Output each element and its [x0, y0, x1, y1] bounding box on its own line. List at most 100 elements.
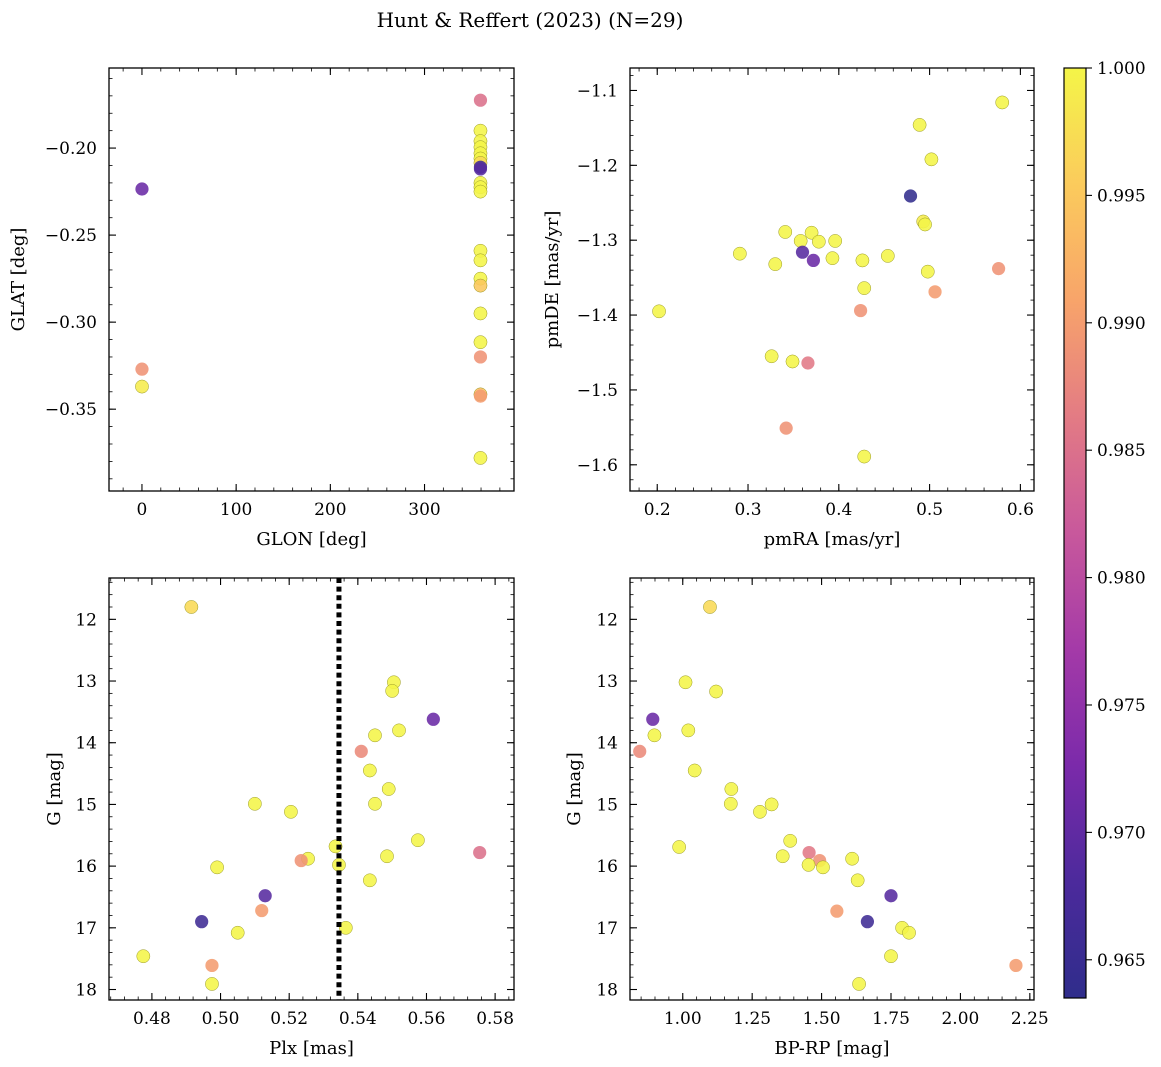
scatter-point — [248, 796, 262, 811]
x-tick-label: 0 — [137, 500, 148, 520]
y-tick-label: 18 — [596, 981, 618, 1001]
scatter-point — [210, 860, 224, 875]
scatter-point — [854, 303, 868, 318]
x-tick-label: 2.25 — [1011, 1009, 1049, 1029]
colorbar-tick-label: 1.000 — [1097, 59, 1146, 79]
y-tick-label: 16 — [596, 857, 618, 877]
scatter-point — [880, 249, 895, 263]
scatter-point — [284, 804, 298, 819]
axes-frame — [108, 67, 515, 492]
y-tick-label: −0.25 — [45, 226, 97, 246]
y-tick-label: 12 — [75, 610, 97, 630]
scatter-point — [778, 225, 793, 239]
scatter-point — [363, 873, 377, 888]
colorbar-tick-label: 0.975 — [1097, 696, 1146, 716]
scatter-point — [924, 152, 939, 167]
scatter-point — [652, 304, 666, 319]
y-axis-label: G [mag] — [564, 752, 585, 825]
y-tick-label: 12 — [596, 610, 618, 630]
y-tick-label: 16 — [75, 857, 97, 877]
scatter-point — [928, 285, 942, 299]
scatter-point — [806, 253, 820, 268]
scatter-point — [920, 264, 935, 279]
scatter-point — [681, 723, 696, 738]
scatter-point — [426, 712, 440, 726]
x-tick-label: 0.48 — [133, 1009, 171, 1029]
x-tick-label: 1.25 — [733, 1009, 771, 1029]
scatter-point — [473, 278, 488, 293]
scatter-point — [902, 925, 916, 940]
scatter-point — [733, 246, 747, 261]
scatter-point — [338, 920, 353, 935]
y-tick-label: −1.1 — [577, 81, 618, 101]
scatter-point — [793, 234, 808, 248]
scatter-point — [753, 804, 767, 819]
x-tick-label: 0.56 — [408, 1009, 446, 1029]
scatter-point — [802, 845, 816, 860]
colorbar-tick-label: 0.995 — [1097, 186, 1146, 206]
scatter-point — [779, 421, 793, 435]
scatter-point — [703, 600, 717, 614]
scatter-point — [205, 958, 219, 973]
y-axis-label: pmDE [mas/yr] — [542, 211, 563, 349]
scatter-point — [723, 796, 738, 811]
scatter-point — [672, 840, 687, 854]
scatter-point — [473, 451, 488, 465]
axes-frame — [629, 577, 1035, 1001]
scatter-point — [473, 162, 488, 176]
scatter-point — [368, 728, 382, 743]
scatter-point — [1009, 958, 1023, 973]
scatter-point — [473, 253, 488, 268]
scatter-point — [768, 257, 783, 271]
scatter-point — [135, 379, 149, 394]
colorbar-tick-label: 0.985 — [1097, 441, 1146, 461]
scatter-point — [795, 245, 810, 259]
y-tick-label: −1.3 — [577, 231, 618, 251]
y-tick-label: −1.6 — [577, 456, 618, 476]
y-tick-label: −1.5 — [577, 381, 618, 401]
scatter-point — [385, 684, 400, 698]
y-tick-label: 14 — [75, 734, 97, 754]
scatter-point — [860, 915, 875, 929]
scatter-point — [381, 782, 396, 796]
y-tick-label: 15 — [75, 795, 97, 815]
scatter-point — [258, 889, 272, 903]
scatter-point — [255, 903, 269, 918]
panel-pmra-pmde: 0.2 0.3 0.4 0.5 0.6 −1.6 −1.5 −1.4 −1.3 −1.2 −1.1 p… — [542, 67, 1035, 550]
scatter-point — [785, 354, 800, 369]
panel-plx-g: 0.48 0.50 0.52 0.54 0.56 0.58 12 13 14 15 16 17 18 Pl… — [44, 577, 515, 1059]
x-tick-label: 0.6 — [1007, 500, 1034, 520]
scatter-point — [991, 262, 1006, 276]
scatter-point — [473, 306, 488, 321]
scatter-point — [995, 95, 1010, 110]
scatter-point — [884, 949, 898, 964]
colorbar-tick-label: 0.970 — [1097, 823, 1146, 843]
scatter-point — [354, 744, 368, 758]
y-tick-label: −1.4 — [577, 306, 618, 326]
y-tick-label: 13 — [75, 672, 97, 692]
y-tick-label: −0.35 — [45, 400, 97, 420]
scatter-point — [328, 839, 343, 854]
scatter-point — [764, 349, 779, 364]
scatter-point — [811, 234, 826, 249]
y-axis-label: GLAT [deg] — [8, 228, 29, 332]
scatter-point — [801, 858, 816, 872]
scatter-point — [647, 728, 662, 743]
figure-title: Hunt & Reffert (2023) (N=29) — [377, 8, 684, 32]
scatter-point — [918, 217, 932, 232]
y-tick-label: 17 — [75, 919, 97, 939]
y-tick-label: 14 — [596, 734, 618, 754]
scatter-point — [368, 796, 382, 811]
scatter-point — [804, 225, 819, 240]
scatter-point — [294, 853, 308, 868]
axes-frame — [629, 67, 1035, 492]
colorbar-tick-label: 0.965 — [1097, 951, 1146, 971]
x-tick-label: 0.4 — [825, 500, 852, 520]
scatter-point — [825, 251, 840, 266]
x-tick-label: 300 — [408, 500, 440, 520]
scatter-point — [380, 849, 394, 864]
x-axis-label: GLON [deg] — [256, 529, 366, 550]
x-tick-label: 0.3 — [734, 500, 761, 520]
scatter-point — [830, 904, 844, 918]
scatter-point — [473, 389, 488, 403]
